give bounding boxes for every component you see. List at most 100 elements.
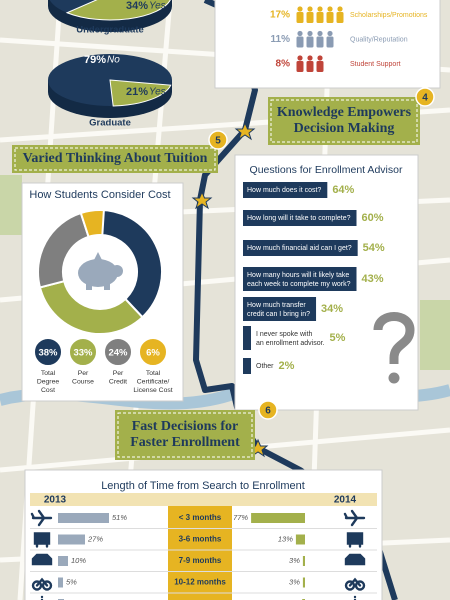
period-label: 10-12 months: [174, 578, 226, 587]
pie-percent: 21%: [126, 86, 148, 98]
transport-icon: [31, 577, 53, 591]
banner: [12, 145, 218, 173]
pie-slice-label: Yes: [149, 87, 166, 98]
person-icon: [327, 30, 333, 37]
banner-badge: [258, 400, 278, 420]
person-icon: [317, 30, 323, 37]
period-label: 7-9 months: [179, 556, 222, 565]
cost-label: Per: [113, 370, 124, 377]
person-icon: [317, 6, 323, 12]
cost-percent: 38%: [38, 348, 58, 359]
advisor-percent: 54%: [363, 242, 385, 254]
piggy-icon: [111, 265, 123, 277]
route: [193, 0, 398, 600]
person-icon: [306, 36, 314, 48]
person-icon: [296, 12, 304, 23]
transport-icon: [344, 577, 366, 591]
bar-2013: [58, 534, 85, 545]
bar-2014: [251, 513, 305, 523]
pie-percent: 34%: [126, 0, 148, 12]
pie-slice: [109, 79, 172, 107]
piggy-icon: [78, 259, 118, 287]
banner: [268, 97, 420, 145]
cost-label: Total: [41, 370, 56, 377]
park: [420, 300, 450, 370]
advisor-question: each week to complete my work?: [247, 281, 351, 288]
percent-2013: 5%: [66, 577, 77, 586]
person-icon: [297, 6, 303, 12]
cost-badge: [68, 337, 98, 367]
cost-badge: [103, 337, 133, 367]
bar-2013: [58, 577, 63, 588]
advisor-bar: [243, 297, 317, 321]
advisor-question: How long will it take to complete?: [247, 215, 351, 222]
cost-label: Credit: [109, 378, 127, 385]
time-title: Length of Time from Search to Enrollment: [101, 480, 305, 492]
cost-badge: [33, 337, 63, 367]
percent-2014: 4%: [288, 599, 299, 600]
bar-2013: [58, 556, 68, 566]
person-icon: [327, 6, 333, 12]
cost-label: Per: [78, 370, 89, 377]
transport-icon: [30, 509, 53, 527]
transport-icon: [346, 532, 364, 548]
person-icon: [326, 12, 334, 23]
advisor-question: Other: [256, 363, 274, 370]
transport-icon: [31, 553, 53, 566]
park: [0, 175, 22, 235]
advisor-bar: [243, 267, 357, 291]
bar-2014: [295, 534, 305, 545]
pie-slice-label: Yes: [149, 1, 166, 12]
person-icon: [317, 55, 323, 61]
advisor-percent: 60%: [362, 212, 384, 224]
percent-2013: 51%: [112, 513, 127, 522]
pie-title: Undergraduate: [76, 25, 144, 36]
advisor-question: How much does it cost?: [247, 187, 321, 194]
person-icon: [307, 55, 313, 61]
transport-icon: [33, 532, 51, 548]
cost-percent: 24%: [108, 348, 128, 359]
bar-2014: [302, 577, 305, 588]
banner-text: Decision Making: [294, 121, 395, 136]
cost-label: Cost: [41, 387, 55, 394]
advisor-bar: [243, 182, 328, 198]
piggy-icon: [104, 282, 110, 290]
star: [234, 121, 256, 141]
advisor-percent: 2%: [279, 360, 295, 372]
person-icon: [297, 30, 303, 37]
star: [191, 190, 213, 210]
piggy-icon: [86, 282, 92, 290]
person-icon: [316, 12, 324, 23]
cost-percent: 33%: [73, 348, 93, 359]
cost-badge: [138, 337, 168, 367]
transport-icon: [40, 595, 44, 600]
banner-text: Varied Thinking About Tuition: [23, 151, 208, 166]
person-icon: [306, 12, 314, 23]
reason-label: Scholarships/Promotions: [350, 12, 428, 19]
percent-2013: 6%: [67, 599, 78, 600]
advisor-percent: 34%: [321, 303, 343, 315]
cost-label: Degree: [37, 378, 60, 385]
person-icon: [336, 12, 344, 23]
reason-percent: 8%: [276, 59, 291, 70]
person-icon: [296, 61, 304, 72]
cost-label: Total: [146, 370, 161, 377]
pie-title: Graduate: [89, 118, 131, 129]
banner-text: Faster Enrollment: [130, 435, 240, 450]
cost-title: How Students Consider Cost: [29, 189, 170, 201]
donut-segment: [99, 208, 163, 319]
advisor-bar: [243, 326, 251, 350]
advisor-question: How much transfer: [247, 302, 306, 309]
person-icon: [326, 36, 334, 48]
transport-icon: [353, 595, 357, 600]
banner-text: Fast Decisions for: [132, 419, 239, 434]
reason-percent: 11%: [271, 34, 291, 45]
person-icon: [316, 61, 324, 72]
cost-label: Certificate/: [137, 378, 170, 385]
transport-icon: [343, 509, 366, 527]
percent-2013: 10%: [71, 556, 86, 565]
advisor-percent: 43%: [362, 273, 384, 285]
advisor-percent: 5%: [329, 332, 345, 344]
period-column: [168, 506, 232, 600]
